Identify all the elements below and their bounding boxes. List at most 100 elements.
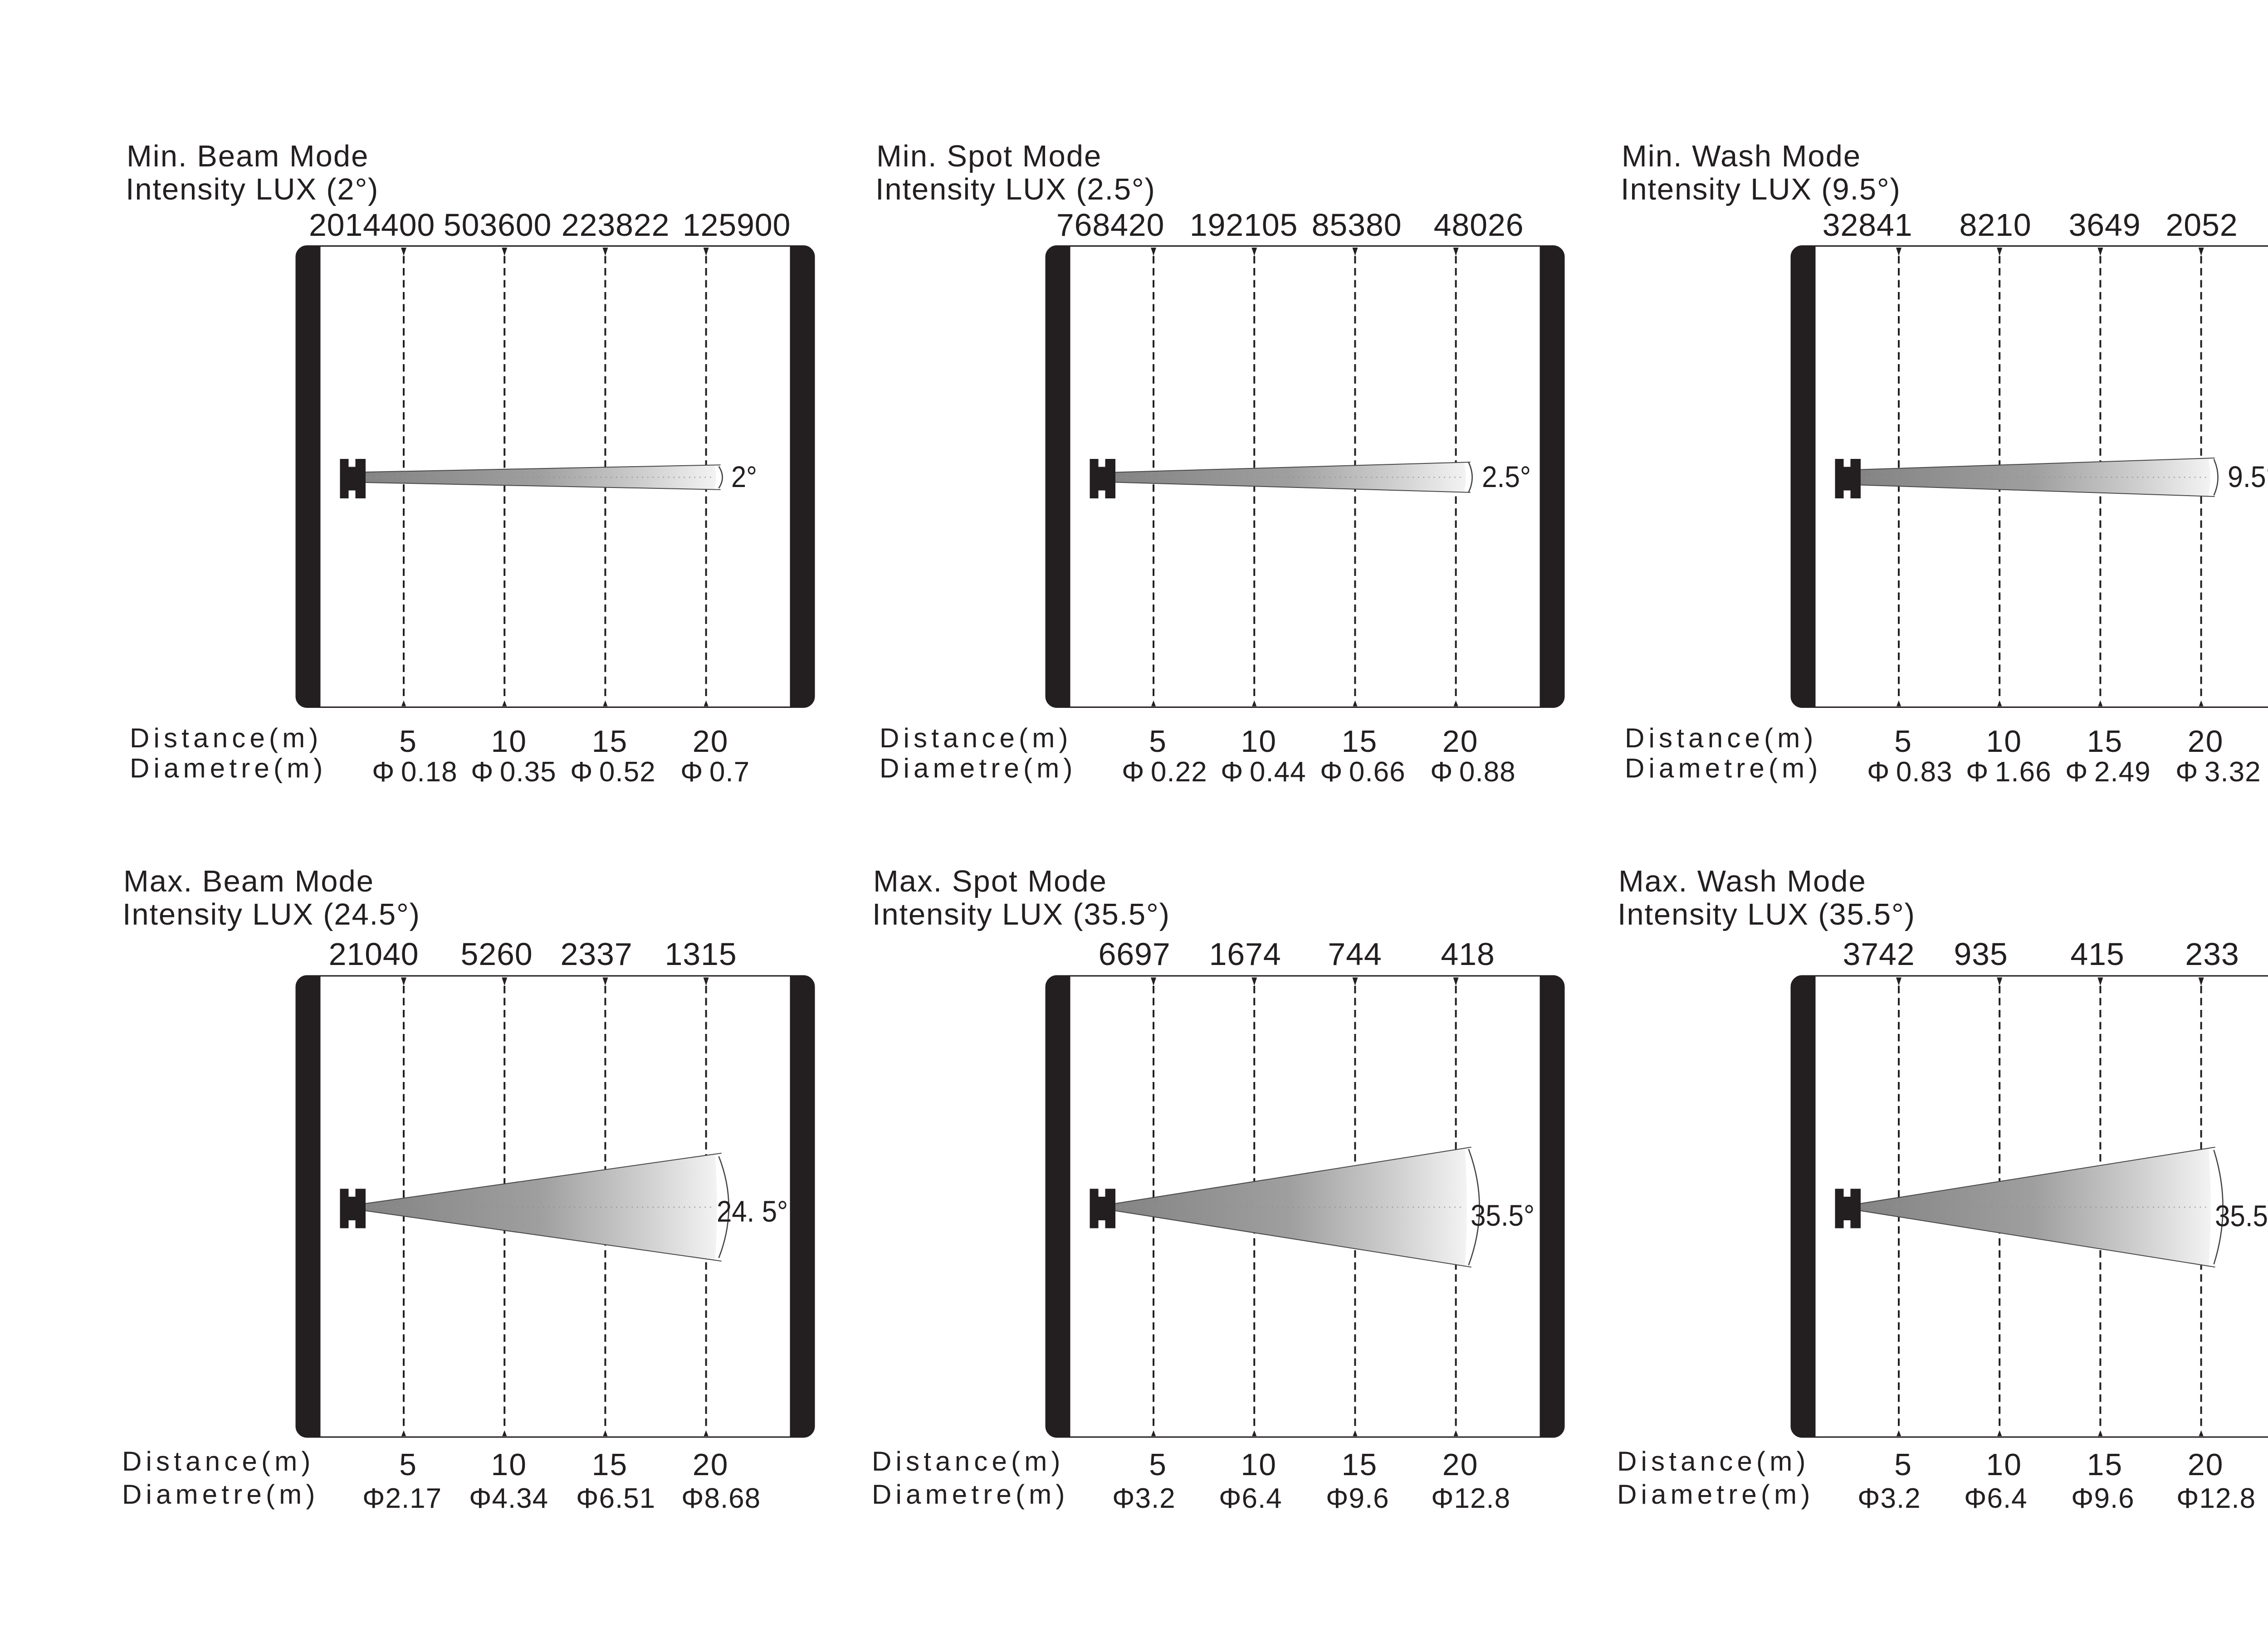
svg-text:2.5°: 2.5°: [1482, 460, 1531, 493]
svg-text:1315: 1315: [665, 936, 737, 972]
svg-text:935: 935: [1954, 936, 2008, 972]
svg-text:Distance(m): Distance(m): [1625, 723, 1818, 753]
svg-text:Intensity LUX (24.5°): Intensity LUX (24.5°): [122, 897, 420, 931]
svg-text:3742: 3742: [1843, 936, 1915, 972]
svg-text:8210: 8210: [1960, 207, 2032, 243]
svg-text:Diametre(m): Diametre(m): [1617, 1479, 1814, 1510]
svg-text:Φ 0.44: Φ 0.44: [1221, 756, 1306, 788]
svg-text:Φ 0.7: Φ 0.7: [680, 756, 750, 788]
svg-text:Φ4.34: Φ4.34: [469, 1483, 548, 1514]
svg-text:Diametre(m): Diametre(m): [130, 753, 327, 784]
svg-text:418: 418: [1441, 936, 1495, 972]
svg-text:Min. Spot Mode: Min. Spot Mode: [876, 139, 1102, 173]
svg-text:Max. Wash Mode: Max. Wash Mode: [1618, 864, 1867, 898]
svg-text:15: 15: [2087, 724, 2123, 759]
svg-text:1674: 1674: [1209, 936, 1281, 972]
svg-text:5: 5: [1894, 1447, 1912, 1482]
svg-text:2052: 2052: [2166, 207, 2238, 243]
svg-text:Diametre(m): Diametre(m): [880, 753, 1077, 784]
svg-text:233: 233: [2185, 936, 2239, 972]
svg-text:Max. Spot Mode: Max. Spot Mode: [873, 864, 1107, 898]
svg-text:125900: 125900: [683, 207, 791, 243]
svg-text:10: 10: [491, 724, 527, 759]
svg-text:10: 10: [491, 1447, 527, 1482]
svg-text:Φ 3.32: Φ 3.32: [2175, 756, 2261, 788]
svg-text:Φ6.4: Φ6.4: [1219, 1483, 1282, 1514]
svg-text:Φ12.8: Φ12.8: [2176, 1483, 2256, 1514]
svg-text:Φ3.2: Φ3.2: [1112, 1483, 1176, 1514]
svg-text:Distance(m): Distance(m): [872, 1446, 1065, 1476]
svg-text:10: 10: [1986, 1447, 2022, 1482]
svg-text:15: 15: [1342, 724, 1378, 759]
svg-text:20: 20: [693, 1447, 729, 1482]
svg-text:Intensity LUX (9.5°): Intensity LUX (9.5°): [1621, 172, 1901, 206]
svg-text:503600: 503600: [444, 207, 552, 243]
svg-text:192105: 192105: [1190, 207, 1298, 243]
svg-text:3649: 3649: [2069, 207, 2141, 243]
svg-text:Φ 0.88: Φ 0.88: [1430, 756, 1516, 788]
svg-text:35.5°: 35.5°: [2215, 1199, 2268, 1233]
svg-text:Distance(m): Distance(m): [122, 1446, 315, 1476]
svg-text:Intensity LUX (2.5°): Intensity LUX (2.5°): [875, 172, 1156, 206]
svg-text:24. 5°: 24. 5°: [717, 1194, 788, 1228]
svg-text:10: 10: [1986, 724, 2022, 759]
svg-text:5: 5: [399, 724, 417, 759]
svg-text:Diametre(m): Diametre(m): [1625, 753, 1822, 784]
svg-text:Φ 2.49: Φ 2.49: [2065, 756, 2151, 788]
svg-text:20: 20: [1442, 724, 1479, 759]
svg-text:Φ 0.52: Φ 0.52: [570, 756, 656, 788]
svg-text:20: 20: [2188, 724, 2224, 759]
svg-text:Min. Beam Mode: Min. Beam Mode: [127, 139, 369, 173]
svg-text:85380: 85380: [1312, 207, 1402, 243]
svg-text:Φ 0.22: Φ 0.22: [1122, 756, 1207, 788]
svg-text:48026: 48026: [1434, 207, 1524, 243]
svg-text:5: 5: [1894, 724, 1912, 759]
svg-text:Φ3.2: Φ3.2: [1857, 1483, 1921, 1514]
svg-text:Intensity LUX (35.5°): Intensity LUX (35.5°): [872, 897, 1170, 931]
svg-text:Φ8.68: Φ8.68: [681, 1483, 761, 1514]
svg-text:Φ6.51: Φ6.51: [576, 1483, 655, 1514]
svg-text:Φ9.6: Φ9.6: [2071, 1483, 2135, 1514]
svg-text:Φ9.6: Φ9.6: [1326, 1483, 1389, 1514]
svg-text:Φ 1.66: Φ 1.66: [1966, 756, 2052, 788]
svg-text:Diametre(m): Diametre(m): [122, 1479, 319, 1510]
svg-text:21040: 21040: [329, 936, 419, 972]
svg-text:15: 15: [2087, 1447, 2123, 1482]
svg-text:32841: 32841: [1823, 207, 1913, 243]
svg-text:Intensity LUX (2°): Intensity LUX (2°): [126, 172, 379, 206]
svg-text:Φ 0.18: Φ 0.18: [372, 756, 458, 788]
svg-text:Φ2.17: Φ2.17: [362, 1483, 442, 1514]
svg-text:5260: 5260: [461, 936, 533, 972]
svg-text:15: 15: [1342, 1447, 1378, 1482]
svg-text:35.5°: 35.5°: [1471, 1199, 1535, 1232]
svg-text:20: 20: [2188, 1447, 2224, 1482]
svg-text:Φ6.4: Φ6.4: [1964, 1483, 2028, 1514]
svg-text:15: 15: [592, 724, 628, 759]
svg-text:15: 15: [592, 1447, 628, 1482]
svg-text:Distance(m): Distance(m): [1617, 1446, 1810, 1476]
svg-text:20: 20: [1442, 1447, 1479, 1482]
svg-text:2°: 2°: [731, 460, 757, 493]
svg-text:223822: 223822: [562, 207, 670, 243]
svg-text:768420: 768420: [1056, 207, 1164, 243]
svg-text:10: 10: [1241, 1447, 1277, 1482]
svg-text:Min. Wash Mode: Min. Wash Mode: [1622, 139, 1861, 173]
svg-text:10: 10: [1241, 724, 1277, 759]
svg-text:Φ 0.83: Φ 0.83: [1867, 756, 1953, 788]
svg-text:Φ 0.35: Φ 0.35: [471, 756, 557, 788]
svg-text:9.5°: 9.5°: [2228, 460, 2268, 493]
svg-text:Φ 0.66: Φ 0.66: [1320, 756, 1406, 788]
svg-text:Max. Beam Mode: Max. Beam Mode: [123, 864, 374, 898]
svg-text:Diametre(m): Diametre(m): [872, 1479, 1069, 1510]
svg-text:Intensity LUX (35.5°): Intensity LUX (35.5°): [1618, 897, 1916, 931]
svg-text:Distance(m): Distance(m): [130, 723, 323, 753]
svg-text:2337: 2337: [561, 936, 633, 972]
svg-text:5: 5: [399, 1447, 417, 1482]
svg-text:6697: 6697: [1099, 936, 1171, 972]
svg-text:5: 5: [1149, 724, 1167, 759]
svg-text:415: 415: [2070, 936, 2124, 972]
svg-text:744: 744: [1328, 936, 1382, 972]
svg-text:Distance(m): Distance(m): [880, 723, 1072, 753]
svg-text:Φ12.8: Φ12.8: [1431, 1483, 1510, 1514]
svg-text:2014400: 2014400: [309, 207, 435, 243]
